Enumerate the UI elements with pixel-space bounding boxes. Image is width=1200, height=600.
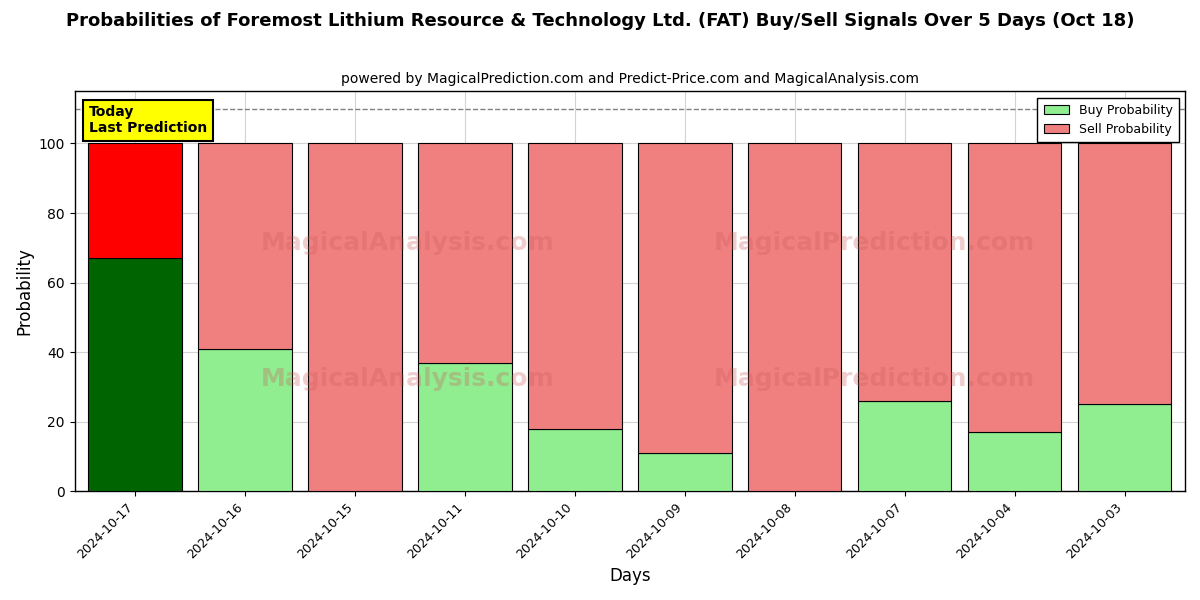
Text: MagicalPrediction.com: MagicalPrediction.com — [714, 232, 1034, 256]
Text: MagicalAnalysis.com: MagicalAnalysis.com — [260, 367, 554, 391]
Bar — [748, 143, 841, 491]
Y-axis label: Probability: Probability — [16, 247, 34, 335]
Bar — [419, 143, 511, 362]
Bar — [198, 143, 292, 349]
Bar — [308, 143, 402, 491]
Bar — [89, 258, 182, 491]
Bar — [528, 428, 622, 491]
Bar — [858, 143, 952, 401]
Legend: Buy Probability, Sell Probability: Buy Probability, Sell Probability — [1037, 98, 1178, 142]
Text: MagicalPrediction.com: MagicalPrediction.com — [714, 367, 1034, 391]
X-axis label: Days: Days — [610, 567, 650, 585]
Text: Probabilities of Foremost Lithium Resource & Technology Ltd. (FAT) Buy/Sell Sign: Probabilities of Foremost Lithium Resour… — [66, 12, 1134, 30]
Bar — [419, 362, 511, 491]
Text: MagicalAnalysis.com: MagicalAnalysis.com — [260, 232, 554, 256]
Bar — [638, 143, 732, 453]
Bar — [968, 143, 1061, 432]
Text: Today
Last Prediction: Today Last Prediction — [89, 105, 208, 136]
Bar — [89, 143, 182, 258]
Bar — [968, 432, 1061, 491]
Bar — [528, 143, 622, 428]
Bar — [858, 401, 952, 491]
Bar — [198, 349, 292, 491]
Bar — [1078, 143, 1171, 404]
Title: powered by MagicalPrediction.com and Predict-Price.com and MagicalAnalysis.com: powered by MagicalPrediction.com and Pre… — [341, 72, 919, 86]
Bar — [638, 453, 732, 491]
Bar — [1078, 404, 1171, 491]
